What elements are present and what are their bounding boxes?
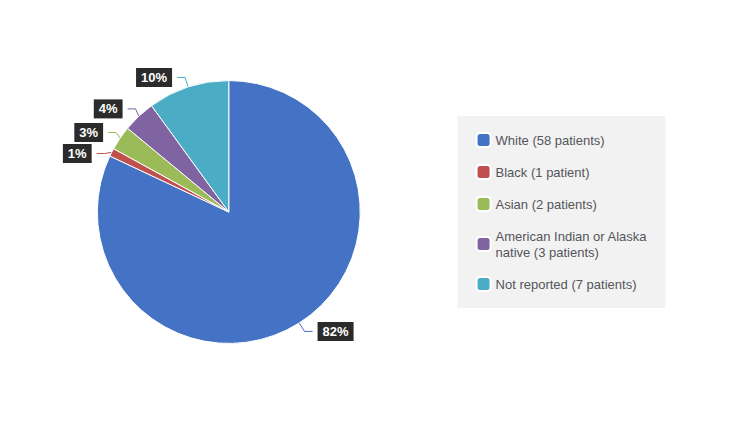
svg-text:82%: 82%	[323, 324, 349, 339]
svg-text:3%: 3%	[79, 125, 98, 140]
svg-text:Asian (2 patients): Asian (2 patients)	[496, 197, 597, 212]
svg-text:Not reported (7 patients): Not reported (7 patients)	[496, 277, 637, 292]
svg-text:native (3 patients): native (3 patients)	[496, 245, 599, 260]
svg-text:10%: 10%	[141, 70, 167, 85]
svg-text:1%: 1%	[68, 146, 87, 161]
svg-text:4%: 4%	[99, 101, 118, 116]
svg-text:American Indian or Alaska: American Indian or Alaska	[496, 229, 648, 244]
svg-text:White (58 patients): White (58 patients)	[496, 133, 605, 148]
svg-text:Black (1 patient): Black (1 patient)	[496, 165, 590, 180]
